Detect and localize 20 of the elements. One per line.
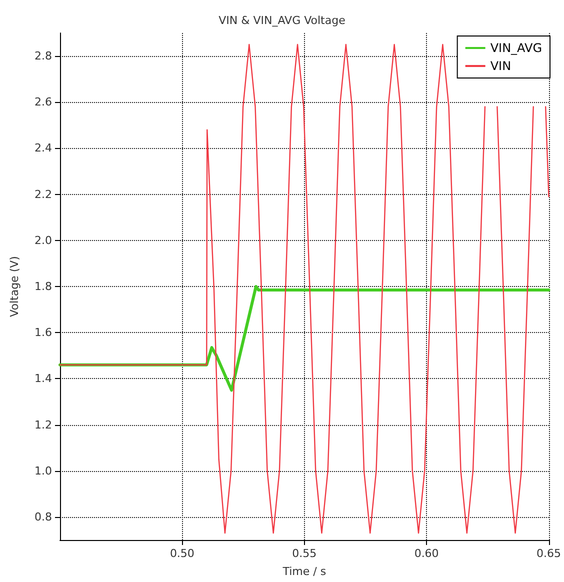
x-tick-label: 0.60 — [414, 547, 439, 560]
y-tick-label: 1.4 — [34, 372, 52, 386]
y-tick-label: 1.8 — [34, 280, 52, 293]
x-tick-label: 0.65 — [536, 547, 562, 560]
y-tick-label: 1.2 — [34, 418, 52, 432]
y-tick-label: 2.4 — [34, 142, 52, 155]
x-axis-title: Time / s — [282, 565, 326, 578]
y-tick-label: 2.2 — [34, 188, 52, 201]
y-tick-label: 1.0 — [34, 464, 52, 478]
x-tick-label: 0.55 — [292, 547, 317, 560]
y-tick-label: 0.8 — [34, 510, 52, 524]
y-axis-title: Voltage (V) — [8, 256, 21, 317]
y-tick-label: 2.8 — [34, 50, 52, 63]
x-tick-label: 0.50 — [170, 547, 194, 560]
y-tick-label: 1.6 — [34, 326, 52, 340]
y-tick-label: 2.0 — [34, 234, 52, 247]
legend-label: VIN — [490, 59, 512, 73]
legend-label: VIN_AVG — [490, 41, 542, 55]
y-tick-label: 2.6 — [34, 96, 52, 109]
chart-title: VIN & VIN_AVG Voltage — [218, 14, 346, 27]
